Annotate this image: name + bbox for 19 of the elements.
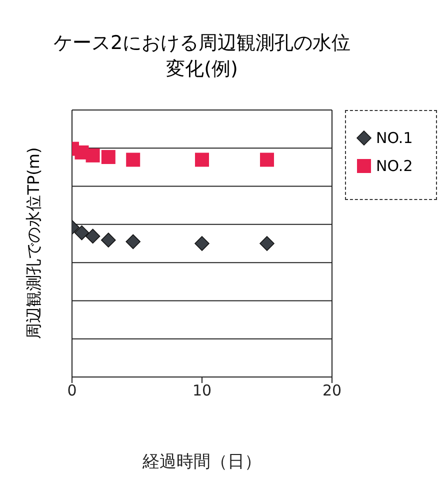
point xyxy=(195,152,209,167)
x-tick-label: 20 xyxy=(322,382,342,400)
x-axis-title: 経過時間（日） xyxy=(142,452,262,472)
legend-label: NO.2 xyxy=(376,157,413,175)
legend-label: NO.1 xyxy=(376,129,413,147)
point xyxy=(260,152,274,167)
point xyxy=(74,225,90,240)
y-axis-title: 周辺観測孔での水位TP(m) xyxy=(24,146,44,341)
point xyxy=(126,234,140,250)
point xyxy=(101,232,116,248)
point xyxy=(194,236,210,251)
x-tick-label: 0 xyxy=(67,382,77,400)
x-tick-label: 10 xyxy=(192,382,212,400)
point xyxy=(101,150,116,164)
chart-title: ケース2における周辺観測孔の水位変化(例) xyxy=(52,31,352,82)
point xyxy=(260,236,274,251)
point xyxy=(86,148,100,162)
point xyxy=(85,228,100,244)
point xyxy=(126,152,140,167)
